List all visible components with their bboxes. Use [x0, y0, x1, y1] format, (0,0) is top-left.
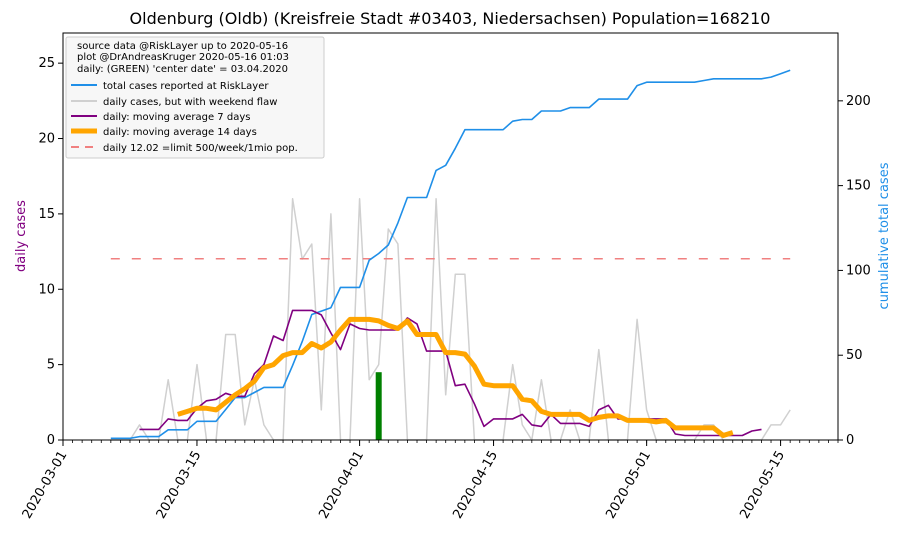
total-cases-line: [110, 69, 791, 440]
legend-info-line: plot @DrAndreasKruger 2020-05-16 01:03: [77, 52, 289, 63]
x-tick-label: 2020-03-01: [20, 449, 71, 522]
left-ytick-label: 5: [47, 358, 55, 373]
x-tick-label: 2020-03-15: [154, 449, 205, 522]
right-axis-label: cumulative total cases: [877, 162, 892, 309]
legend-info-line: daily: (GREEN) 'center date' = 03.04.202…: [77, 64, 288, 75]
chart-title: Oldenburg (Oldb) (Kreisfreie Stadt #0340…: [130, 9, 771, 28]
left-ytick-label: 15: [38, 207, 55, 222]
left-ytick-label: 25: [38, 56, 55, 71]
right-ytick-label: 0: [846, 433, 854, 448]
left-ytick-label: 20: [38, 132, 55, 147]
legend-label-ma7: daily: moving average 7 days: [103, 112, 250, 123]
legend-label-daily: daily cases, but with weekend flaw: [103, 97, 277, 108]
legend-label-limit: daily 12.02 =limit 500/week/1mio pop.: [103, 143, 298, 154]
legend: source data @RiskLayer up to 2020-05-16 …: [65, 36, 325, 159]
center-date-bar: [375, 372, 382, 440]
x-tick-label: 2020-04-15: [450, 449, 501, 522]
plot-frame: [62, 32, 839, 441]
left-axis-label: daily cases: [14, 200, 29, 272]
x-tick-label: 2020-04-01: [316, 449, 367, 522]
ma7-line: [139, 309, 762, 437]
ma14-line: [177, 316, 734, 438]
daily-cases-line: [110, 198, 791, 441]
legend-label-ma14: daily: moving average 14 days: [103, 127, 257, 138]
right-ytick-label: 150: [846, 179, 871, 194]
legend-box: [65, 36, 325, 159]
legend-label-total: total cases reported at RiskLayer: [103, 81, 269, 92]
right-ytick-label: 100: [846, 263, 871, 278]
x-tick-label: 2020-05-01: [603, 449, 654, 522]
legend-info-line: source data @RiskLayer up to 2020-05-16: [77, 41, 288, 52]
right-ytick-label: 50: [846, 348, 863, 363]
left-ytick-label: 0: [47, 433, 55, 448]
x-tick-label: 2020-05-15: [737, 449, 788, 522]
left-ytick-label: 10: [38, 282, 55, 297]
right-ytick-label: 200: [846, 94, 871, 109]
